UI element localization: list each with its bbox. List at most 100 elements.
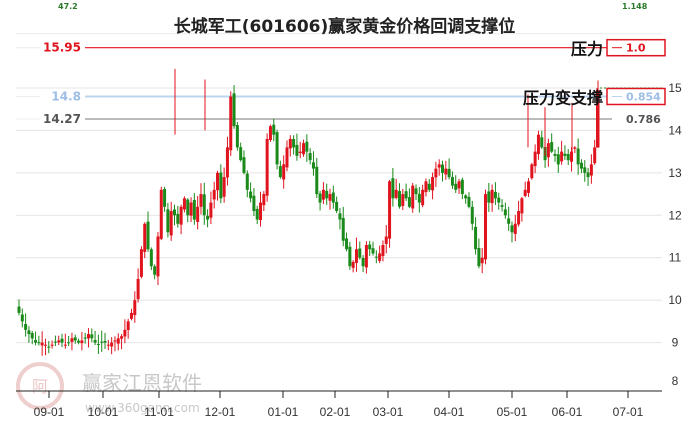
candle [27, 330, 31, 335]
candle [249, 191, 253, 199]
candle [464, 195, 468, 199]
candle [113, 340, 117, 342]
candle [351, 261, 355, 268]
candle [163, 189, 167, 207]
candle [318, 193, 322, 203]
candle [83, 337, 87, 339]
candle [302, 143, 306, 155]
candle [292, 138, 296, 148]
candle [394, 189, 398, 198]
candle [173, 209, 177, 216]
candle [70, 338, 74, 342]
candle [278, 166, 282, 178]
candle [80, 340, 84, 344]
price-levels [16, 47, 662, 120]
chart-title: 长城军工(601606)赢家黄金价格回调支撑位 [173, 17, 516, 37]
candle [149, 249, 153, 267]
candle [593, 147, 597, 164]
candles [17, 68, 600, 356]
candle [308, 153, 312, 161]
candle [34, 340, 38, 343]
candle [427, 183, 431, 190]
candle [523, 189, 527, 196]
candle [50, 344, 54, 346]
candle [341, 217, 345, 241]
candle [216, 172, 220, 191]
candle [17, 306, 21, 313]
candle [186, 199, 190, 216]
level-tag-pressure-to-support: 压力变支撑 [523, 88, 603, 107]
candle [520, 198, 524, 214]
candle [235, 125, 239, 148]
candle [169, 211, 173, 236]
candle [265, 138, 269, 196]
candle [368, 244, 372, 250]
candle [563, 153, 567, 156]
candle [315, 166, 319, 195]
candle [206, 215, 210, 220]
candle [77, 340, 81, 343]
x-tick-label: 04-01 [434, 405, 465, 419]
candle [285, 147, 289, 168]
candle [364, 244, 368, 268]
candle [90, 334, 94, 339]
candle [381, 244, 385, 257]
y-tick-label: 11 [669, 251, 682, 265]
candle [252, 195, 256, 212]
candle [503, 209, 507, 216]
candle [454, 183, 458, 190]
candle [434, 168, 438, 178]
candle [345, 238, 349, 250]
candle [500, 205, 504, 207]
candle [229, 96, 233, 151]
candle [37, 342, 41, 344]
candle [374, 256, 378, 258]
level-ratio-label: 0.786 [626, 113, 661, 126]
candle [437, 164, 441, 168]
candle [487, 191, 491, 203]
level-annotations: 15.95 压力 1.0 14.8 压力变支撑 0.854 14.27 0.786 [43, 38, 666, 126]
axes: 15 14 13 12 11 10 9 8 09-01 10-01 11-01 12-01 01-01 0… [16, 81, 682, 419]
candle [282, 164, 286, 180]
y-tick-label: 8 [672, 374, 679, 388]
candle [371, 248, 375, 254]
candle [96, 344, 100, 346]
candle [579, 162, 583, 169]
candle [550, 142, 554, 152]
candle [311, 162, 315, 169]
candle [126, 321, 130, 331]
candle [484, 194, 488, 260]
candle [156, 236, 160, 277]
candle [182, 198, 186, 210]
candle [493, 191, 497, 199]
candle [192, 199, 196, 220]
candle [586, 172, 590, 178]
candle [298, 151, 302, 154]
candle [497, 197, 501, 203]
x-tick-label: 05-01 [497, 405, 528, 419]
candle [361, 257, 365, 267]
candle [268, 126, 272, 140]
candle [143, 223, 147, 252]
candle [40, 342, 44, 346]
candle [103, 341, 107, 343]
candle [358, 248, 362, 258]
level-ratio-label: 1.0 [626, 42, 646, 55]
candle [295, 144, 299, 156]
level-tag-pressure: 压力 [571, 40, 603, 59]
candle [67, 342, 71, 344]
candle [196, 206, 200, 222]
candle [490, 189, 494, 204]
candle [414, 188, 418, 195]
candle [477, 247, 481, 267]
y-tick-label: 9 [672, 336, 679, 350]
candle [536, 134, 540, 155]
level-price-label: 14.27 [43, 112, 81, 126]
candle [530, 164, 534, 179]
candle [507, 218, 511, 224]
candle [179, 206, 183, 225]
candle [199, 194, 203, 207]
x-tick-label: 06-01 [552, 405, 583, 419]
y-tick-label: 13 [668, 166, 682, 180]
